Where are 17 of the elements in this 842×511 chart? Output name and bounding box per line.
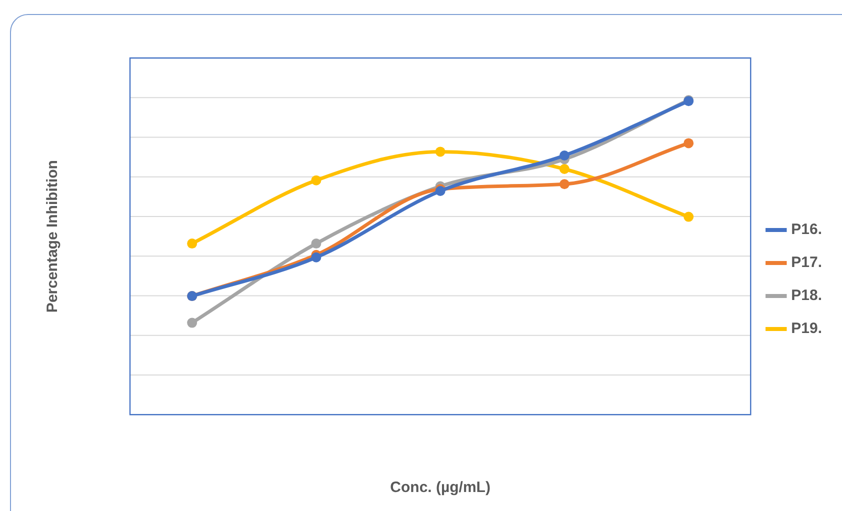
point (311, 175, 322, 186)
point (559, 150, 570, 160)
y-axis-title: Percentage Inhibition (44, 160, 62, 313)
point (684, 138, 694, 148)
x-axis-title: Conc. (µg/mL) (390, 479, 490, 496)
legend-label: P19. (791, 320, 822, 338)
point (684, 212, 694, 222)
point (559, 164, 570, 174)
point (187, 238, 198, 249)
legend-label: P17. (791, 254, 822, 272)
point (435, 146, 446, 157)
legend-label: P16. (791, 221, 822, 238)
point (559, 179, 570, 190)
legend-label: P18. (791, 287, 822, 304)
point (187, 318, 198, 328)
point (311, 238, 322, 249)
point (311, 252, 322, 262)
